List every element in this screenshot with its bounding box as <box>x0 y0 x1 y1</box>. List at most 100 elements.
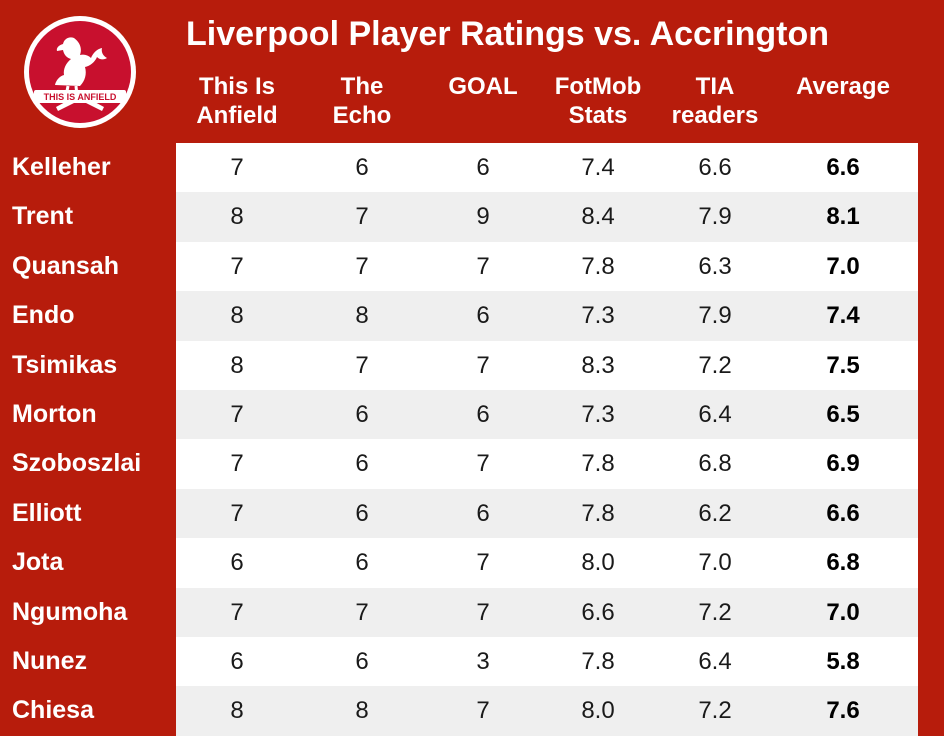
rating-cell: 7.4 <box>581 154 615 181</box>
rating-cell: 6 <box>355 154 369 181</box>
rating-cell: 7.8 <box>581 499 615 527</box>
rating-cell: 6 <box>355 549 369 577</box>
table-row: 7 7 7 7.8 6.3 7.0 <box>176 242 918 291</box>
rating-cell: 8.3 <box>581 351 615 379</box>
rating-cell: 7.0 <box>698 549 732 577</box>
rating-cell: 7 <box>355 351 369 379</box>
column-header-line2: readers <box>671 102 759 129</box>
average-rating-cell: 6.6 <box>826 499 860 527</box>
player-name: Morton <box>12 400 97 428</box>
rating-cell: 7.3 <box>581 302 615 330</box>
rating-cell: 8 <box>230 351 244 379</box>
rating-cell: 7 <box>476 697 490 725</box>
player-name: Nunez <box>12 647 87 675</box>
column-header: TIA readers <box>672 72 759 134</box>
average-rating-cell: 7.5 <box>826 351 860 379</box>
rating-cell: 6.8 <box>698 450 732 478</box>
rating-cell: 7 <box>476 351 490 379</box>
rating-cell: 6 <box>476 154 490 181</box>
rating-cell: 6.6 <box>698 154 732 181</box>
rating-cell: 7 <box>230 252 244 280</box>
rating-cell: 7 <box>230 154 244 181</box>
column-header-line1: Average <box>796 73 890 100</box>
average-rating-cell: 5.8 <box>826 648 860 675</box>
rating-cell: 7 <box>230 499 244 527</box>
column-header: Average <box>796 72 890 134</box>
ratings-table: 7 6 6 7.4 6.6 6.6 8 7 9 8.4 7.9 8.1 7 7 7 7.8 6.3 7.0 8 8 6 7… <box>176 143 918 736</box>
column-header: GOAL <box>448 72 517 134</box>
table-row: 8 7 7 8.3 7.2 7.5 <box>176 341 918 390</box>
rating-cell: 7 <box>476 252 490 280</box>
table-row: 6 6 3 7.8 6.4 5.8 <box>176 637 918 686</box>
average-rating-cell: 7.0 <box>826 598 860 626</box>
rating-cell: 8 <box>230 697 244 725</box>
rating-cell: 7 <box>476 598 490 626</box>
rating-cell: 6 <box>476 302 490 330</box>
rating-cell: 6.4 <box>698 401 732 428</box>
rating-cell: 9 <box>476 203 490 231</box>
table-row: 7 6 6 7.8 6.2 6.6 <box>176 488 918 539</box>
rating-cell: 7 <box>476 549 490 577</box>
rating-cell: 7.8 <box>581 450 615 478</box>
rating-cell: 7.2 <box>698 351 732 379</box>
rating-cell: 8 <box>355 697 369 725</box>
rating-cell: 6 <box>355 648 369 675</box>
column-header-line1: TIA <box>695 73 735 100</box>
average-rating-cell: 6.9 <box>826 450 860 478</box>
average-rating-cell: 7.6 <box>826 697 860 725</box>
rating-cell: 6.3 <box>698 252 732 280</box>
column-header-line1: GOAL <box>448 73 518 100</box>
column-header-line1: The <box>340 73 384 100</box>
column-header: This Is Anfield <box>196 72 277 134</box>
rating-cell: 8 <box>230 302 244 330</box>
rating-cell: 3 <box>476 648 490 675</box>
rating-cell: 7 <box>230 450 244 478</box>
column-header: The Echo <box>333 72 392 134</box>
rating-cell: 7 <box>476 450 490 478</box>
rating-cell: 6 <box>230 549 244 577</box>
rating-cell: 7.8 <box>581 648 615 675</box>
player-name: Elliott <box>12 498 82 527</box>
rating-cell: 6.4 <box>698 648 732 675</box>
rating-cell: 8.0 <box>581 549 615 577</box>
player-name: Tsimikas <box>12 350 118 379</box>
table-row: 8 8 6 7.3 7.9 7.4 <box>176 291 918 341</box>
rating-cell: 8 <box>355 302 369 330</box>
player-name: Ngumoha <box>12 597 128 626</box>
player-name: Szoboszlai <box>12 449 142 478</box>
player-name: Chiesa <box>12 696 94 725</box>
column-header: FotMob Stats <box>555 72 642 134</box>
rating-cell: 7.9 <box>698 302 732 330</box>
rating-cell: 6 <box>476 499 490 527</box>
rating-cell: 7 <box>355 598 369 626</box>
rating-cell: 7 <box>230 598 244 626</box>
rating-cell: 7 <box>355 252 369 280</box>
player-name: Jota <box>12 548 64 577</box>
rating-cell: 6 <box>355 401 369 428</box>
table-row: 6 6 7 8.0 7.0 6.8 <box>176 538 918 587</box>
table-row: 7 7 7 6.6 7.2 7.0 <box>176 587 918 637</box>
liverbird-crest-icon: THIS IS ANFIELD <box>24 16 136 128</box>
rating-cell: 7.9 <box>698 203 732 231</box>
table-row: 8 8 7 8.0 7.2 7.6 <box>176 686 918 736</box>
table-row: 7 6 6 7.4 6.6 6.6 <box>176 143 918 192</box>
rating-cell: 6 <box>230 648 244 675</box>
average-rating-cell: 8.1 <box>826 203 860 231</box>
average-rating-cell: 6.8 <box>826 549 860 577</box>
rating-cell: 8.0 <box>581 697 615 725</box>
column-header-line1: FotMob <box>554 73 642 100</box>
average-rating-cell: 7.4 <box>826 302 860 330</box>
table-row: 7 6 7 7.8 6.8 6.9 <box>176 439 918 488</box>
table-row: 8 7 9 8.4 7.9 8.1 <box>176 192 918 242</box>
rating-cell: 8.4 <box>581 203 615 231</box>
rating-cell: 7.8 <box>581 252 615 280</box>
player-name: Kelleher <box>12 153 111 181</box>
average-rating-cell: 6.5 <box>826 401 860 428</box>
rating-cell: 6 <box>355 499 369 527</box>
column-header-line2: Anfield <box>196 102 278 129</box>
chart-title: Liverpool Player Ratings vs. Accrington <box>186 15 830 53</box>
rating-cell: 6 <box>355 450 369 478</box>
rating-cell: 6 <box>476 401 490 428</box>
table-row: 7 6 6 7.3 6.4 6.5 <box>176 390 918 440</box>
rating-cell: 6.6 <box>581 598 615 626</box>
